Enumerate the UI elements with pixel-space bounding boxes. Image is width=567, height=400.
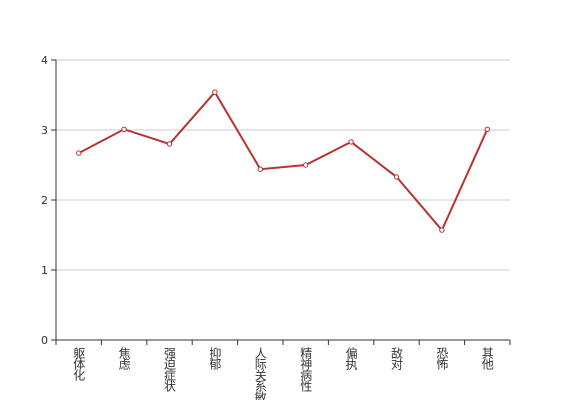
x-tick-label: 人际关系敏感	[253, 347, 267, 400]
point	[121, 126, 127, 133]
point	[484, 126, 490, 133]
y-tick-label: 3	[41, 124, 48, 137]
x-tick-label: 其他	[480, 347, 494, 370]
point	[166, 141, 173, 147]
point	[393, 174, 400, 180]
x-tick-label: 焦虑	[117, 347, 131, 370]
point	[76, 150, 82, 156]
x-tick-label: 偏执	[344, 346, 358, 371]
x-tick-label: 抑郁	[208, 346, 222, 371]
y-tick-label: 4	[41, 54, 48, 67]
x-tick-label: 敌对	[390, 346, 404, 370]
point	[303, 162, 309, 168]
x-tick-label: 强迫症状	[163, 347, 177, 392]
x-tick-label: 躯体化	[72, 346, 86, 382]
y-tick-label: 2	[41, 194, 48, 207]
point	[348, 139, 354, 145]
x-tick-label: 恐怖	[435, 347, 449, 370]
y-tick-label: 0	[41, 334, 48, 347]
x-tick-label: 精神病性	[299, 347, 313, 393]
point	[439, 227, 445, 233]
y-tick-label: 1	[41, 264, 48, 277]
point	[257, 166, 263, 172]
line	[78, 90, 489, 232]
point	[212, 89, 218, 95]
